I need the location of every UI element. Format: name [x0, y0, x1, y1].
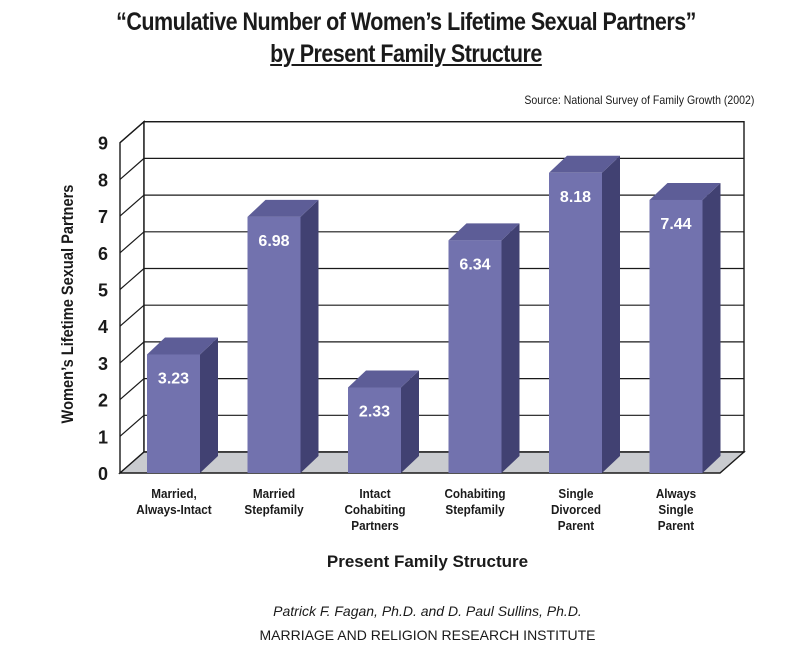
y-tick-label: 8 [98, 170, 108, 190]
y-axis-label: Women’s Lifetime Sexual Partners [58, 175, 78, 433]
x-tick-label: Single Divorced Parent [526, 486, 625, 534]
left-wall [120, 122, 144, 473]
y-tick-label: 2 [98, 391, 108, 411]
x-axis-label: Present Family Structure [0, 552, 812, 572]
y-tick-label: 6 [98, 244, 108, 264]
x-tick-label: Intact Cohabiting Partners [325, 486, 424, 534]
bar-value-label: 6.34 [459, 256, 490, 273]
bar-group: 3.23 [147, 337, 218, 473]
y-tick-labels: 0 1 2 3 4 5 6 7 8 9 [98, 134, 108, 484]
bar [248, 217, 301, 473]
bar-side [301, 200, 319, 473]
bar [449, 240, 502, 473]
institute-name: MARRIAGE AND RELIGION RESEARCH INSTITUTE [0, 627, 812, 643]
bar-value-label: 3.23 [158, 370, 189, 387]
x-tick-label: Cohabiting Stepfamily [426, 486, 525, 518]
bar-group: 6.34 [449, 223, 520, 473]
bar-value-label: 8.18 [560, 189, 591, 206]
y-tick-label: 7 [98, 207, 108, 227]
bar-group: 2.33 [348, 370, 419, 473]
bar-group: 7.44 [650, 183, 721, 473]
bar-side [401, 370, 419, 473]
bar-side [602, 156, 620, 473]
bar-group: 6.98 [248, 200, 319, 473]
bar-side [200, 337, 218, 473]
bar [348, 387, 401, 473]
y-tick-label: 3 [98, 354, 108, 374]
x-tick-label: Married, Always-Intact [124, 486, 223, 518]
bar-value-label: 7.44 [660, 216, 691, 233]
y-tick-label: 9 [98, 134, 108, 154]
y-tick-label: 0 [98, 464, 108, 484]
y-tick-label: 5 [98, 281, 108, 301]
authors-credit: Patrick F. Fagan, Ph.D. and D. Paul Sull… [0, 603, 812, 619]
x-tick-label: Married Stepfamily [225, 486, 324, 518]
x-tick-label: Always Single Parent [627, 486, 726, 534]
bar-value-label: 2.33 [359, 403, 390, 420]
bar [549, 173, 602, 473]
bar-side [703, 183, 721, 473]
bar-value-label: 6.98 [258, 233, 289, 250]
bar [650, 200, 703, 473]
bar-group: 8.18 [549, 156, 620, 473]
bar-side [502, 223, 520, 473]
y-tick-label: 4 [98, 317, 108, 337]
y-tick-label: 1 [98, 427, 108, 447]
